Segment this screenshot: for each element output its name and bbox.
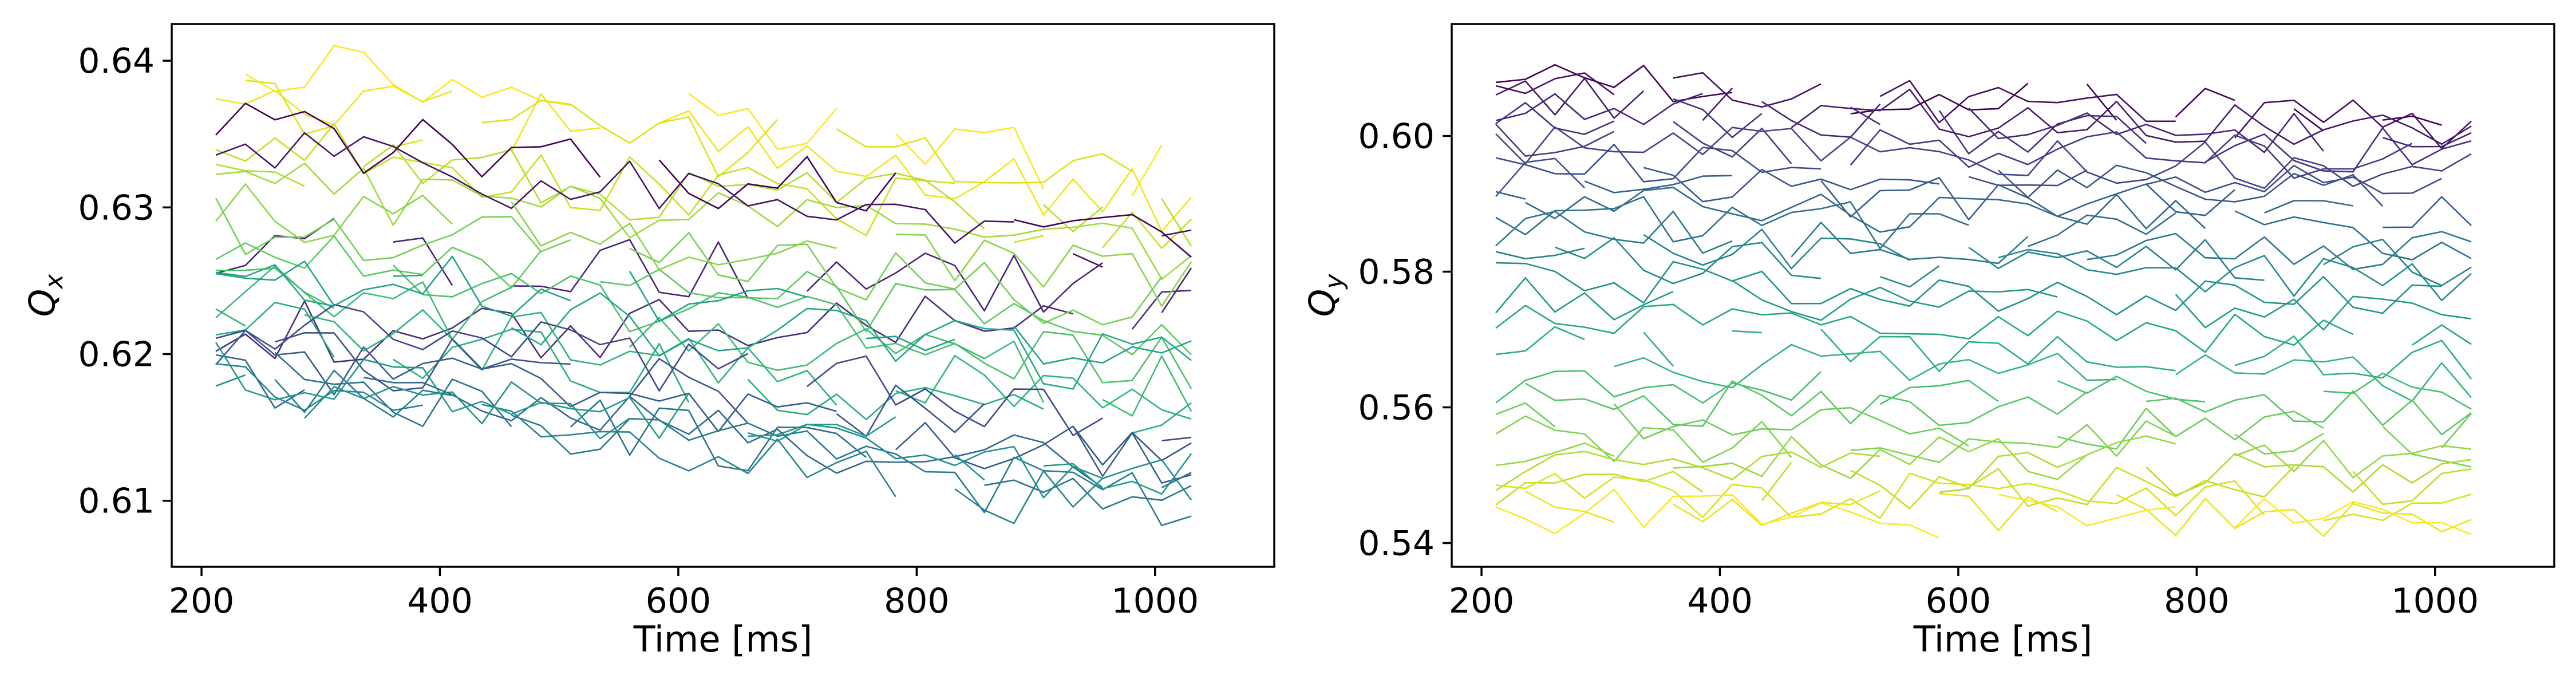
qx-series-line-13 [215, 264, 1192, 389]
qy-series-line-18 [1495, 326, 2472, 380]
qx-y-tick-label: 0.64 [78, 41, 155, 81]
qx-series-line-2 [246, 80, 1191, 183]
qy-series-line-20 [1495, 370, 2472, 410]
qy-series-line-26 [1495, 461, 2472, 510]
qy-y-axis-label-sub: y [1319, 274, 1349, 290]
qx-y-axis-label-base: Q [21, 289, 63, 317]
qx-series-line-18 [274, 332, 1192, 466]
qy-series-line-10 [1526, 187, 2471, 232]
qy-series-line-3 [1495, 93, 2472, 153]
qx-x-tick-label: 400 [407, 581, 473, 621]
qx-series-line-3 [215, 123, 1192, 249]
qy-x-tick-label: 400 [1687, 581, 1753, 621]
qx-y-tick-label: 0.62 [78, 334, 155, 374]
qx-series-line-11 [215, 198, 1163, 326]
qy-series-line-2 [1495, 77, 2472, 145]
qx-series-line-20 [215, 354, 1192, 488]
qx-series-line-16 [215, 302, 1192, 434]
qy-series-line-5 [1496, 121, 2471, 187]
qy-series-line-22 [1495, 402, 2472, 450]
qx-series-line-27 [215, 264, 1192, 390]
qy-x-tick-label: 200 [1449, 581, 1515, 621]
qy-series-line-8 [1495, 157, 2384, 207]
qy-series-line-6 [1495, 126, 2472, 189]
qx-x-tick-label: 1000 [1111, 581, 1199, 621]
qy-x-tick-label: 600 [1926, 581, 1992, 621]
qy-y-tick-label: 0.54 [1358, 524, 1435, 564]
qx-series-line-17 [215, 303, 1192, 441]
qx-y-tick-label: 0.63 [78, 188, 155, 228]
qx-series-line-0 [245, 45, 1163, 196]
qy-y-axis-label: Qy [1301, 274, 1349, 317]
qy-panel: 200 400 600 800 1000 0.54 0.56 0.58 0.60 Time [… [1301, 23, 2555, 660]
qy-y-ticks: 0.54 0.56 0.58 0.60 [1358, 117, 1452, 564]
qx-series-line-1 [215, 85, 1192, 232]
qy-series-line-14 [1554, 237, 2472, 302]
qx-y-ticks: 0.61 0.62 0.63 0.64 [78, 41, 172, 522]
qx-series-line-10 [215, 183, 1192, 307]
qx-x-tick-label: 800 [884, 581, 950, 621]
qx-series-line-12 [215, 235, 1192, 356]
qy-x-axis-label: Time [ms] [1913, 618, 2093, 660]
qx-series-line-21 [274, 352, 1192, 510]
qx-series-line-9 [215, 290, 1192, 363]
qy-series-line-28 [1525, 490, 2472, 538]
qx-panel: 200 400 600 800 1000 0.61 0.62 0.63 0.64 Time [… [21, 23, 1275, 660]
qx-series-line-5 [215, 162, 1192, 281]
qy-series-line-25 [1495, 451, 2472, 496]
qy-series-line-13 [1495, 228, 2472, 287]
qy-series-line-0 [1495, 64, 2442, 132]
qx-y-tick-label: 0.61 [78, 481, 155, 522]
qx-y-axis-label: Qx [21, 274, 69, 317]
qy-x-tick-label: 800 [2164, 581, 2230, 621]
qx-series-line-7 [215, 132, 1192, 268]
qy-y-tick-label: 0.56 [1358, 388, 1435, 428]
qy-series-line-17 [1495, 303, 2472, 353]
qy-y-axis-label-base: Q [1301, 289, 1343, 317]
qy-x-ticks: 200 400 600 800 1000 [1449, 567, 2479, 621]
qx-series-line-4 [215, 144, 1192, 247]
qx-y-axis-label-sub: x [39, 274, 69, 290]
qy-series-line-29 [1495, 488, 2472, 539]
qx-series-line-14 [215, 265, 1192, 417]
qx-x-axis-label: Time [ms] [633, 618, 813, 660]
qx-x-tick-label: 600 [646, 581, 712, 621]
qy-y-tick-label: 0.58 [1358, 252, 1435, 293]
qy-x-tick-label: 1000 [2391, 581, 2479, 621]
qx-series-line-22 [274, 369, 1192, 526]
qy-series-line-11 [1495, 196, 2472, 260]
qx-plot-frame [171, 23, 1275, 568]
qy-series-line-1 [1495, 72, 2472, 149]
qy-series-line-12 [1495, 211, 2472, 270]
qx-series-line-19 [215, 330, 1192, 484]
qx-traces [215, 45, 1192, 526]
qy-series-line-15 [1495, 260, 2442, 315]
qx-series-line-8 [215, 218, 1192, 313]
qy-plot-frame [1451, 23, 2555, 568]
qy-series-line-9 [1495, 175, 2472, 228]
qy-series-line-21 [1525, 380, 2472, 436]
qx-series-line-26 [215, 255, 1192, 365]
qx-x-tick-label: 200 [169, 581, 235, 621]
qy-series-line-16 [1495, 277, 2472, 331]
qy-y-tick-label: 0.60 [1358, 117, 1435, 157]
qx-x-ticks: 200 400 600 800 1000 [169, 567, 1199, 621]
qx-series-line-6 [215, 102, 1192, 258]
qy-series-line-27 [1495, 472, 2472, 522]
qy-series-line-24 [1495, 435, 2472, 480]
qy-series-line-23 [1495, 415, 2472, 468]
qy-traces [1495, 64, 2472, 539]
qx-series-line-25 [215, 342, 1192, 495]
